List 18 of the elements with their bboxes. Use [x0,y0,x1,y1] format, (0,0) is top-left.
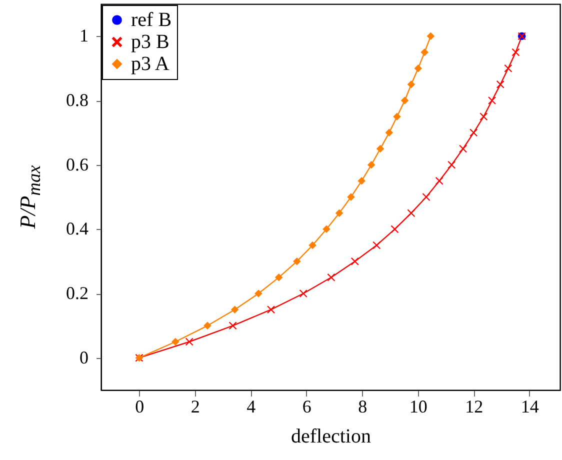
x-tick-label: 2 [190,396,200,416]
x-tick-label: 14 [520,396,539,416]
x-tick-label: 6 [302,396,312,416]
legend-label: p3 A [131,53,170,75]
legend-label: ref B [131,9,172,31]
y-tick-label: 0.8 [66,90,88,110]
y-tick-label: 0.6 [66,154,88,174]
x-tick-label: 12 [465,396,484,416]
x-tick-label: 8 [358,396,368,416]
x-axis-title: deflection [291,426,371,448]
legend-label: p3 B [131,31,170,53]
y-tick-label: 1 [80,26,88,46]
y-tick-label: 0.2 [66,283,88,303]
x-tick-label: 4 [246,396,256,416]
x-tick-label: 0 [135,396,144,416]
x-tick-label: 10 [409,396,428,416]
y-tick-label: 0 [80,347,88,368]
y-tick-label: 0.4 [66,218,88,239]
